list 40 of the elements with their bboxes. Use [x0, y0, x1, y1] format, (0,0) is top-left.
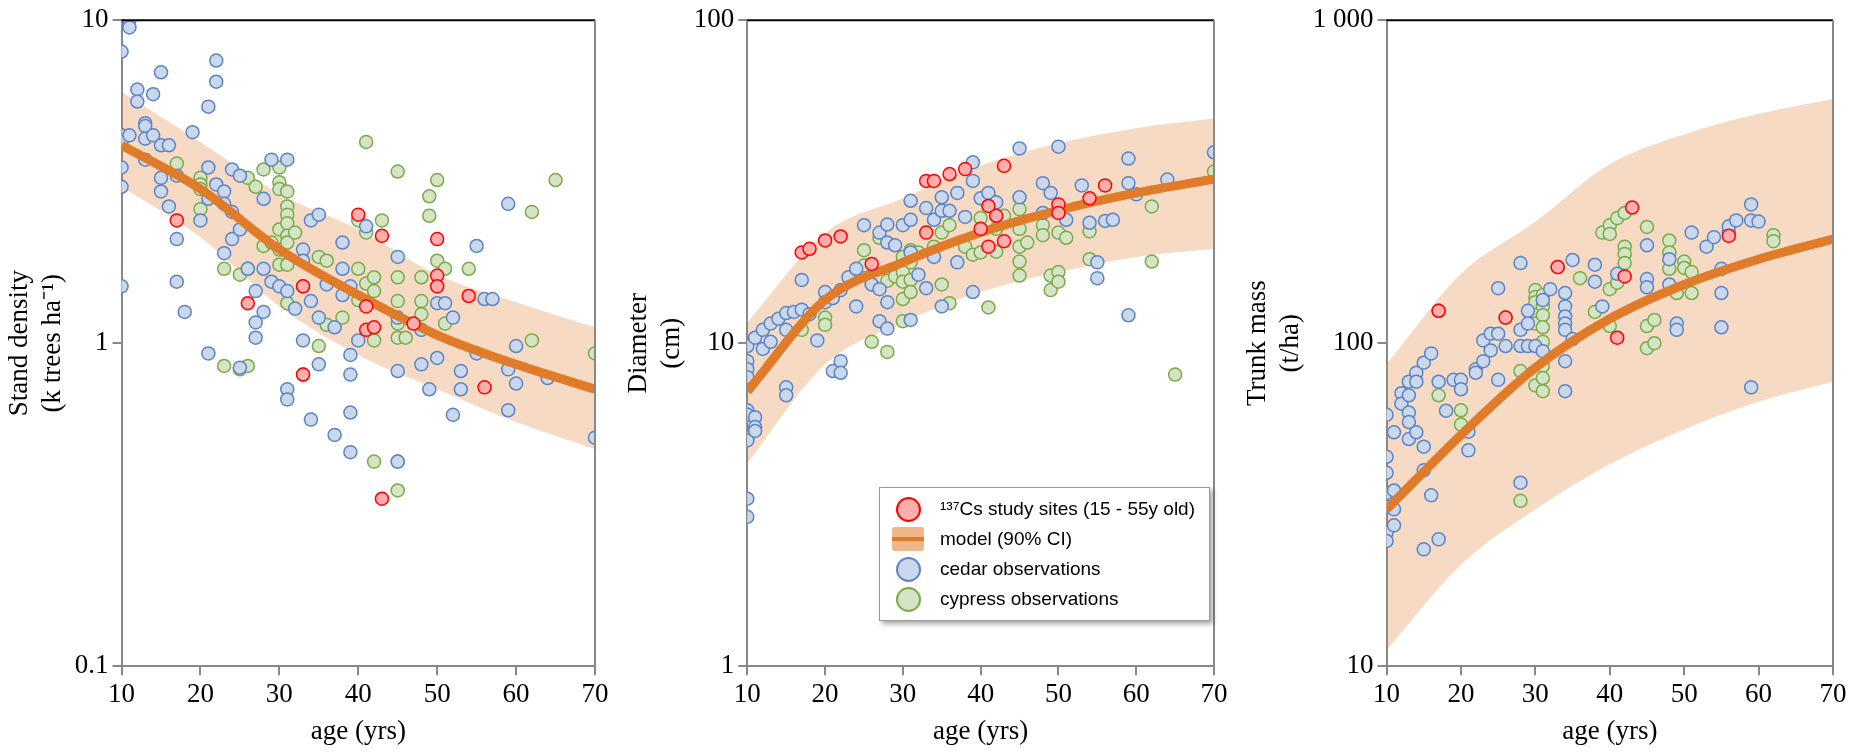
x-tick-label: 30 [889, 678, 917, 709]
x-tick-label: 40 [344, 678, 372, 709]
x-axis-title: age (yrs) [1562, 714, 1658, 745]
x-tick-label: 20 [186, 678, 214, 709]
x-tick-label: 30 [1521, 678, 1549, 709]
x-tick-label: 20 [811, 678, 839, 709]
x-tick-label: 10 [108, 678, 136, 709]
x-tick-label: 20 [1447, 678, 1475, 709]
x-tick-label: 70 [1819, 678, 1847, 709]
y-tick-label: 0.1 [74, 649, 109, 680]
legend-label: cypress observations [940, 587, 1119, 610]
x-tick-label: 50 [1044, 678, 1072, 709]
x-tick-label: 50 [1670, 678, 1698, 709]
x-tick-label: 60 [1122, 678, 1150, 709]
legend-label: cedar observations [940, 557, 1101, 580]
y-axis-title: Trunk mass (t/ha) [1241, 280, 1304, 407]
legend-label: model (90% CI) [940, 527, 1072, 550]
x-axis-title: age (yrs) [310, 714, 406, 745]
y-tick-label: 1 000 [1312, 3, 1374, 34]
y-tick-label: 10 [81, 3, 109, 34]
x-tick-label: 10 [1373, 678, 1401, 709]
y-tick-label: 1 [720, 649, 735, 680]
legend-label: ¹³⁷Cs study sites (15 - 55y old) [940, 497, 1196, 520]
x-tick-label: 70 [1200, 678, 1228, 709]
x-tick-label: 40 [1596, 678, 1624, 709]
x-tick-label: 40 [967, 678, 995, 709]
x-tick-label: 10 [733, 678, 761, 709]
y-axis-title: Diameter (cm) [622, 292, 685, 394]
y-tick-label: 100 [1333, 326, 1374, 357]
y-tick-label: 10 [707, 326, 735, 357]
x-axis-title: age (yrs) [933, 714, 1029, 745]
x-tick-label: 70 [581, 678, 609, 709]
x-tick-label: 30 [265, 678, 293, 709]
y-tick-label: 10 [1346, 649, 1374, 680]
y-tick-label: 100 [693, 3, 735, 34]
y-axis-title: Stand density (k trees ha⁻¹) [3, 269, 66, 417]
y-tick-label: 1 [95, 326, 109, 357]
x-tick-label: 50 [423, 678, 451, 709]
x-tick-label: 60 [502, 678, 530, 709]
x-tick-label: 60 [1745, 678, 1773, 709]
